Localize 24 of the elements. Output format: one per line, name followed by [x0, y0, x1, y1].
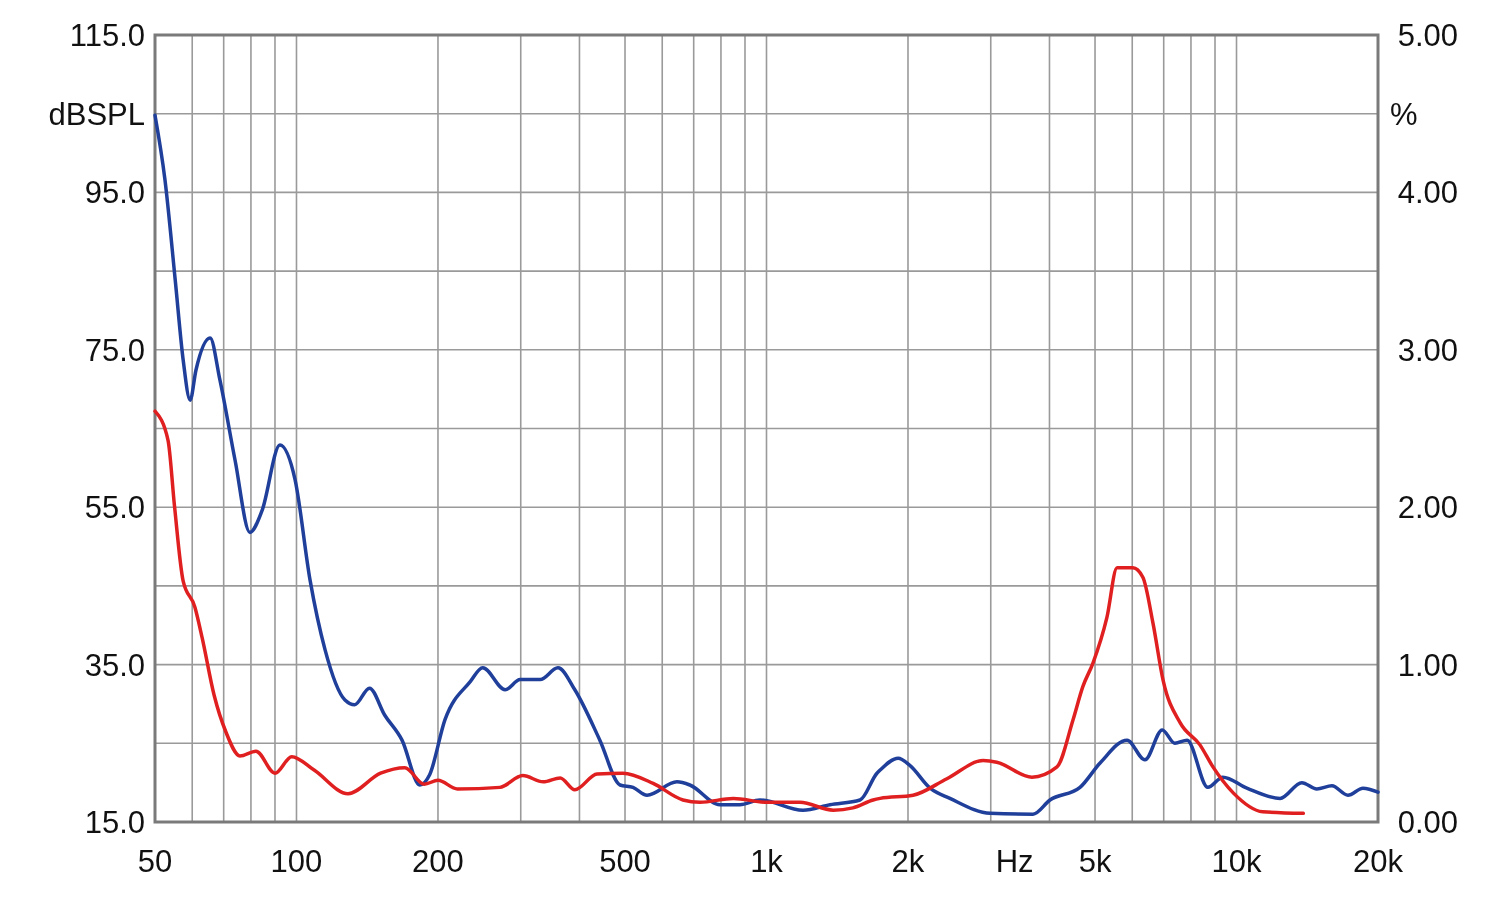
x-tick-label: 50 [137, 844, 173, 879]
y-tick-label: 75.0 [84, 332, 145, 368]
y2-tick-label: 3.00 [1397, 332, 1458, 368]
y2-tick-label: 0.00 [1397, 805, 1458, 840]
y-tick-label: 115.0 [69, 18, 145, 53]
x-tick-label: 200 [412, 844, 464, 879]
x-tick-label: 1k [750, 844, 784, 879]
x-axis-title: Hz [995, 844, 1034, 879]
y-tick-label: 55.0 [84, 490, 145, 526]
x-tick-label: 10k [1211, 844, 1262, 879]
y-tick-label: 95.0 [84, 175, 145, 211]
y2-tick-label: 5.00 [1397, 18, 1458, 53]
y2-tick-label: 1.00 [1397, 647, 1458, 683]
y-tick-label: 35.0 [84, 647, 145, 683]
y2-tick-label: 2.00 [1397, 490, 1458, 526]
x-tick-label: 20k [1353, 844, 1404, 879]
y-axis-title: dBSPL [48, 96, 145, 132]
x-tick-label: 100 [270, 844, 323, 879]
x-tick-label: 500 [599, 844, 651, 879]
x-tick-label: 2k [891, 844, 925, 879]
x-tick-label: 5k [1078, 844, 1112, 879]
y2-axis-title: % [1390, 96, 1418, 132]
y-tick-label: 15.0 [84, 805, 145, 840]
y2-tick-label: 4.00 [1397, 175, 1458, 211]
